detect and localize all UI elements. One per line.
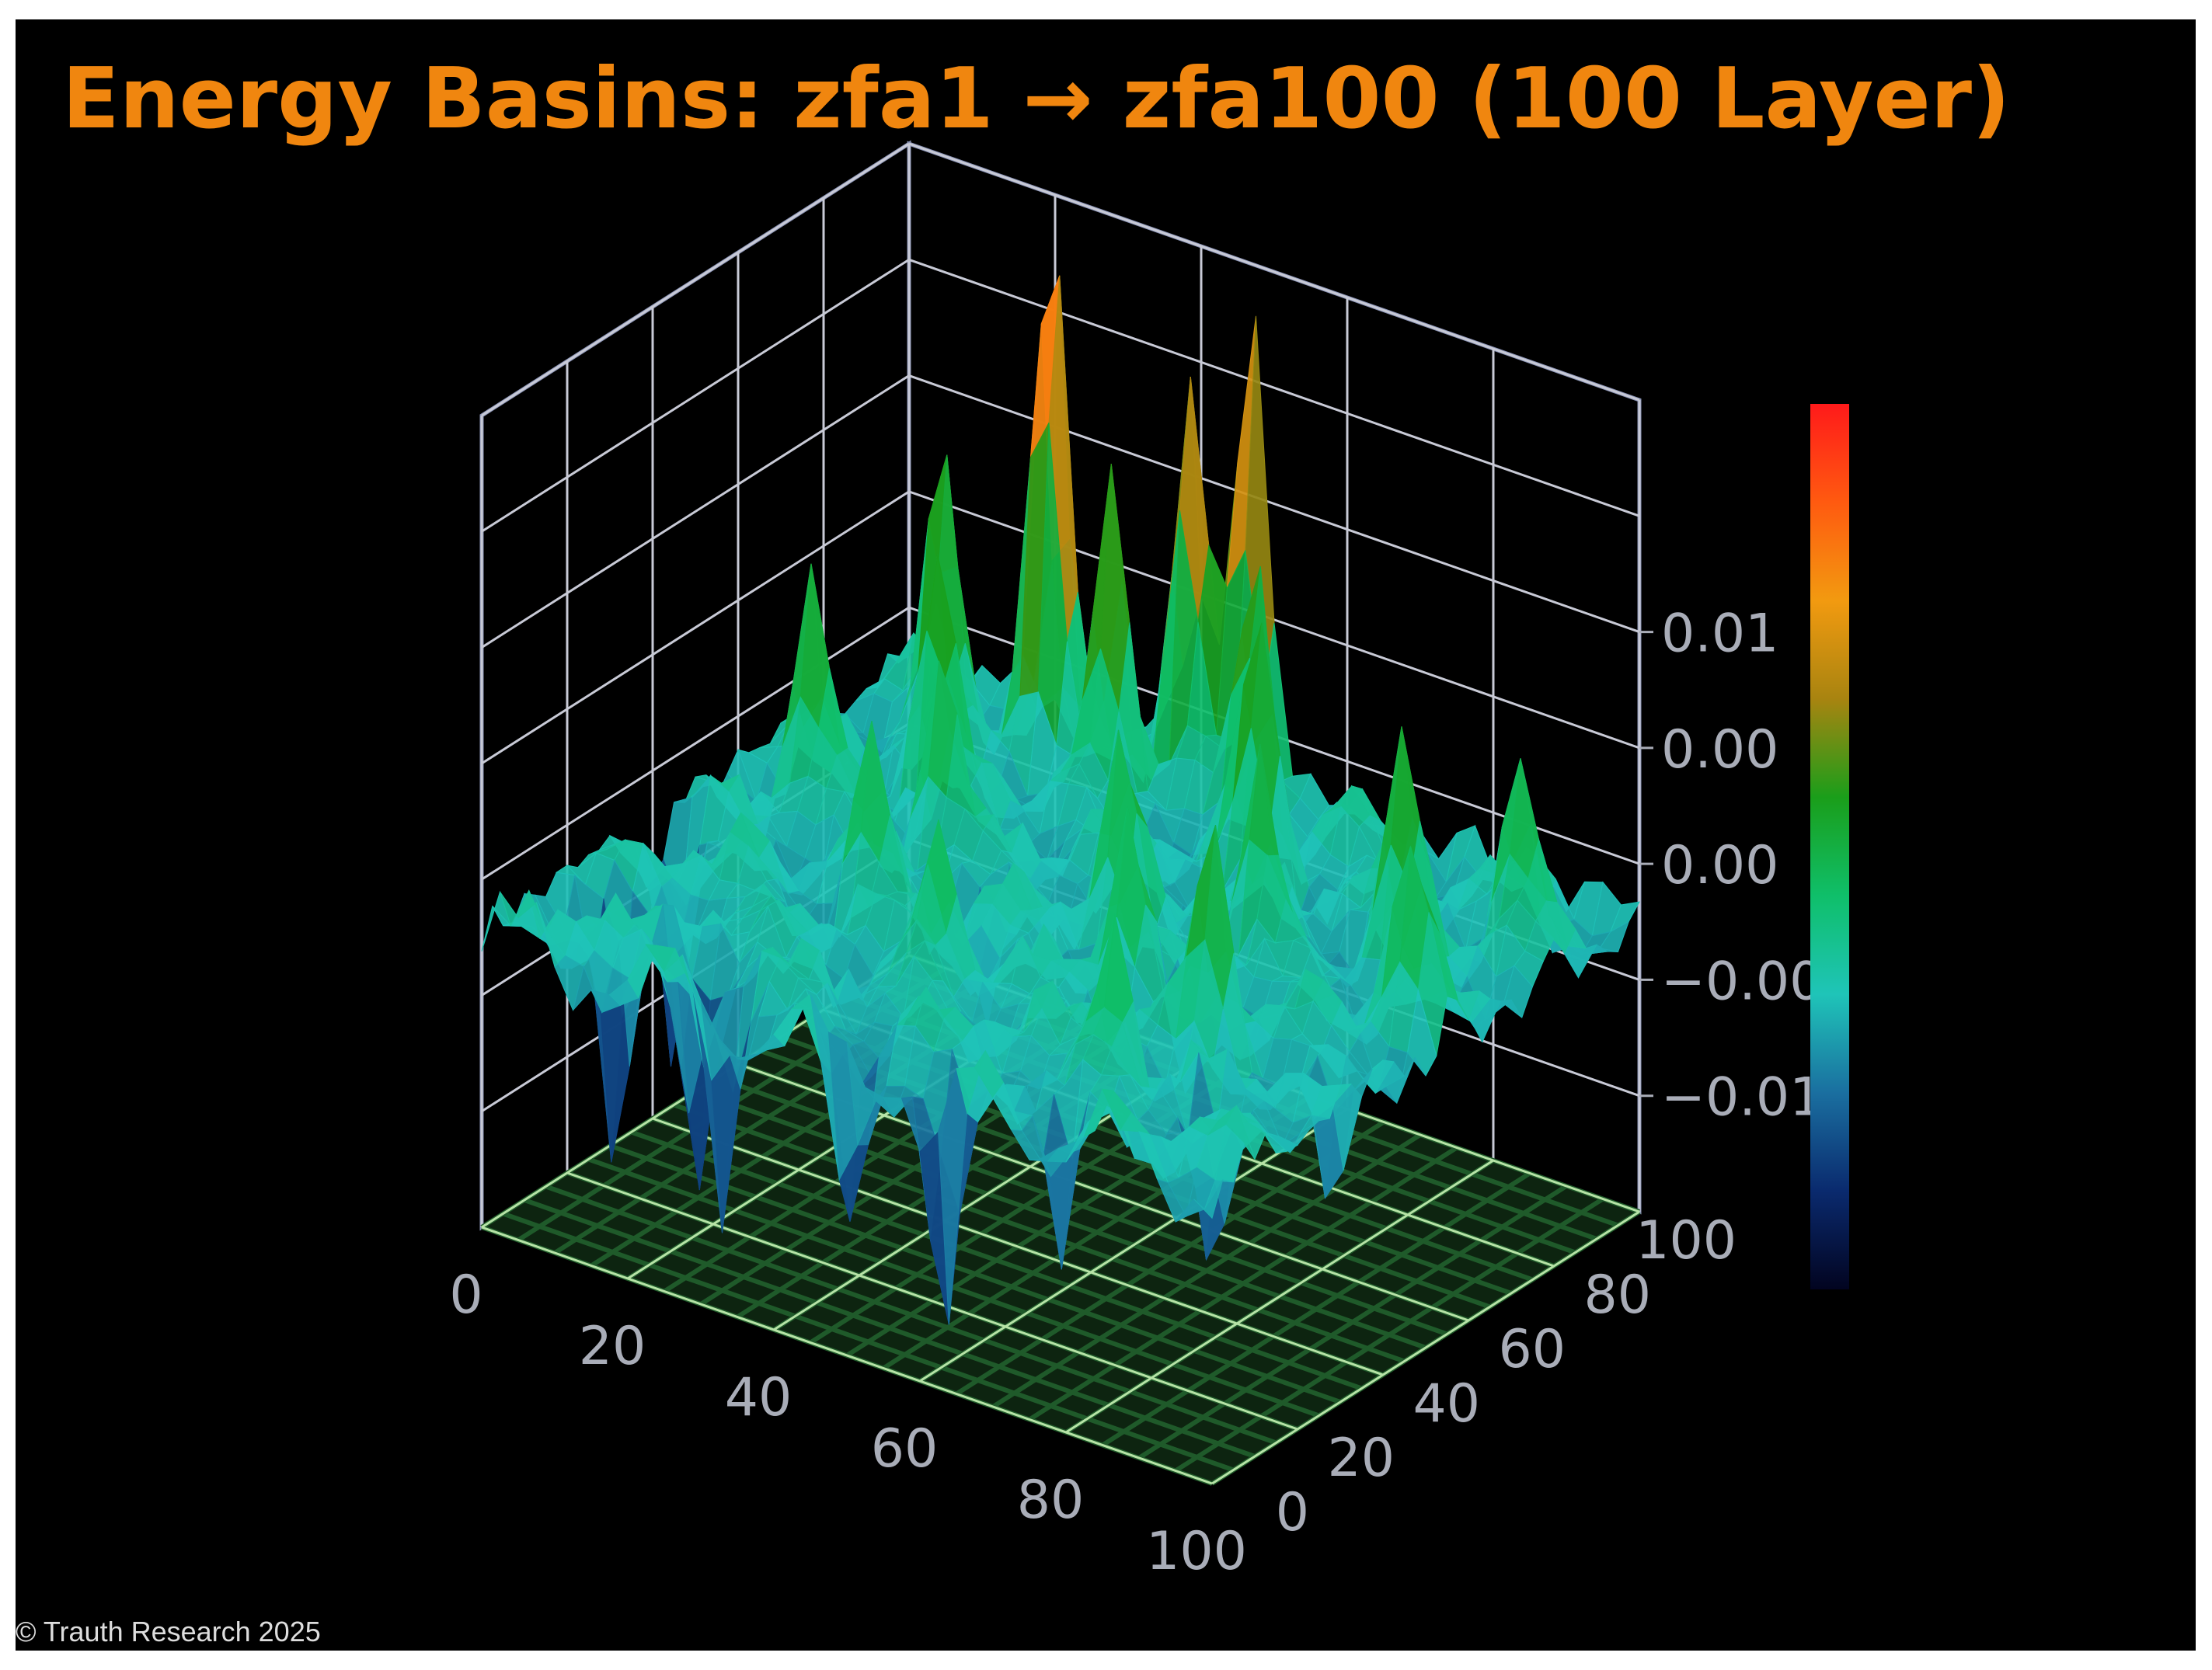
z-tick-label: 0.01 [1661, 604, 1778, 665]
y-tick-label: 20 [1327, 1428, 1395, 1489]
floor-contour [955, 1119, 1385, 1397]
floor-grid-line [481, 1226, 1213, 1485]
floor-grid-line [566, 1171, 1298, 1431]
colorbar [1810, 404, 1849, 1289]
floor-contour [1101, 1171, 1531, 1448]
floor-grid-line [919, 1108, 1348, 1383]
grid-line [481, 490, 910, 765]
floor-contour [1174, 1196, 1604, 1473]
surface-cell [1193, 1179, 1224, 1219]
y-tick-label: 80 [1583, 1265, 1651, 1326]
chart-frame: 0 20 40 60 80 100 0 20 40 60 80 100 −0.01 −0.00 0.00 0.… [16, 19, 2196, 1651]
chart-title: Energy Basins: zfa1 → zfa100 (100 Layer) [62, 50, 2011, 148]
z-tick-label: −0.01 [1661, 1067, 1823, 1129]
x-tick-label: 60 [871, 1418, 939, 1480]
chart-canvas: 020406080100020406080100−0.01−0.000.000.… [449, 140, 1849, 1582]
colorbar-gradient [1810, 404, 1849, 1289]
z-tick-label: −0.00 [1661, 951, 1823, 1012]
floor-grid-line [652, 1117, 1384, 1376]
grid-line [481, 374, 910, 649]
y-tick-label: 100 [1635, 1210, 1737, 1272]
floor-contour [1137, 1184, 1568, 1460]
grid-line [908, 142, 1640, 402]
z-tick-label: 0.00 [1661, 835, 1778, 896]
floor-contour [991, 1132, 1422, 1409]
copyright-credit: © Trauth Research 2025 [16, 1616, 321, 1647]
x-tick-label: 0 [449, 1265, 482, 1326]
grid-line [908, 258, 1640, 517]
grid-line [908, 374, 1640, 633]
energy-surface [481, 275, 1640, 1325]
tick-labels: 020406080100020406080100−0.01−0.000.000.… [449, 604, 1823, 1582]
floor-contour [1028, 1145, 1458, 1422]
grid-line [481, 142, 910, 417]
x-tick-label: 80 [1017, 1470, 1085, 1531]
y-tick-label: 60 [1498, 1319, 1566, 1380]
y-tick-label: 0 [1276, 1482, 1309, 1543]
grid-line [481, 259, 910, 533]
x-tick-label: 20 [579, 1316, 646, 1377]
grid-line [481, 606, 910, 881]
floor-grid-line [1065, 1159, 1494, 1434]
y-tick-label: 40 [1413, 1373, 1480, 1435]
x-tick-label: 100 [1146, 1521, 1247, 1582]
floor-grid-line [1211, 1210, 1640, 1485]
z-tick-label: 0.00 [1661, 719, 1778, 781]
x-tick-label: 40 [725, 1367, 792, 1428]
